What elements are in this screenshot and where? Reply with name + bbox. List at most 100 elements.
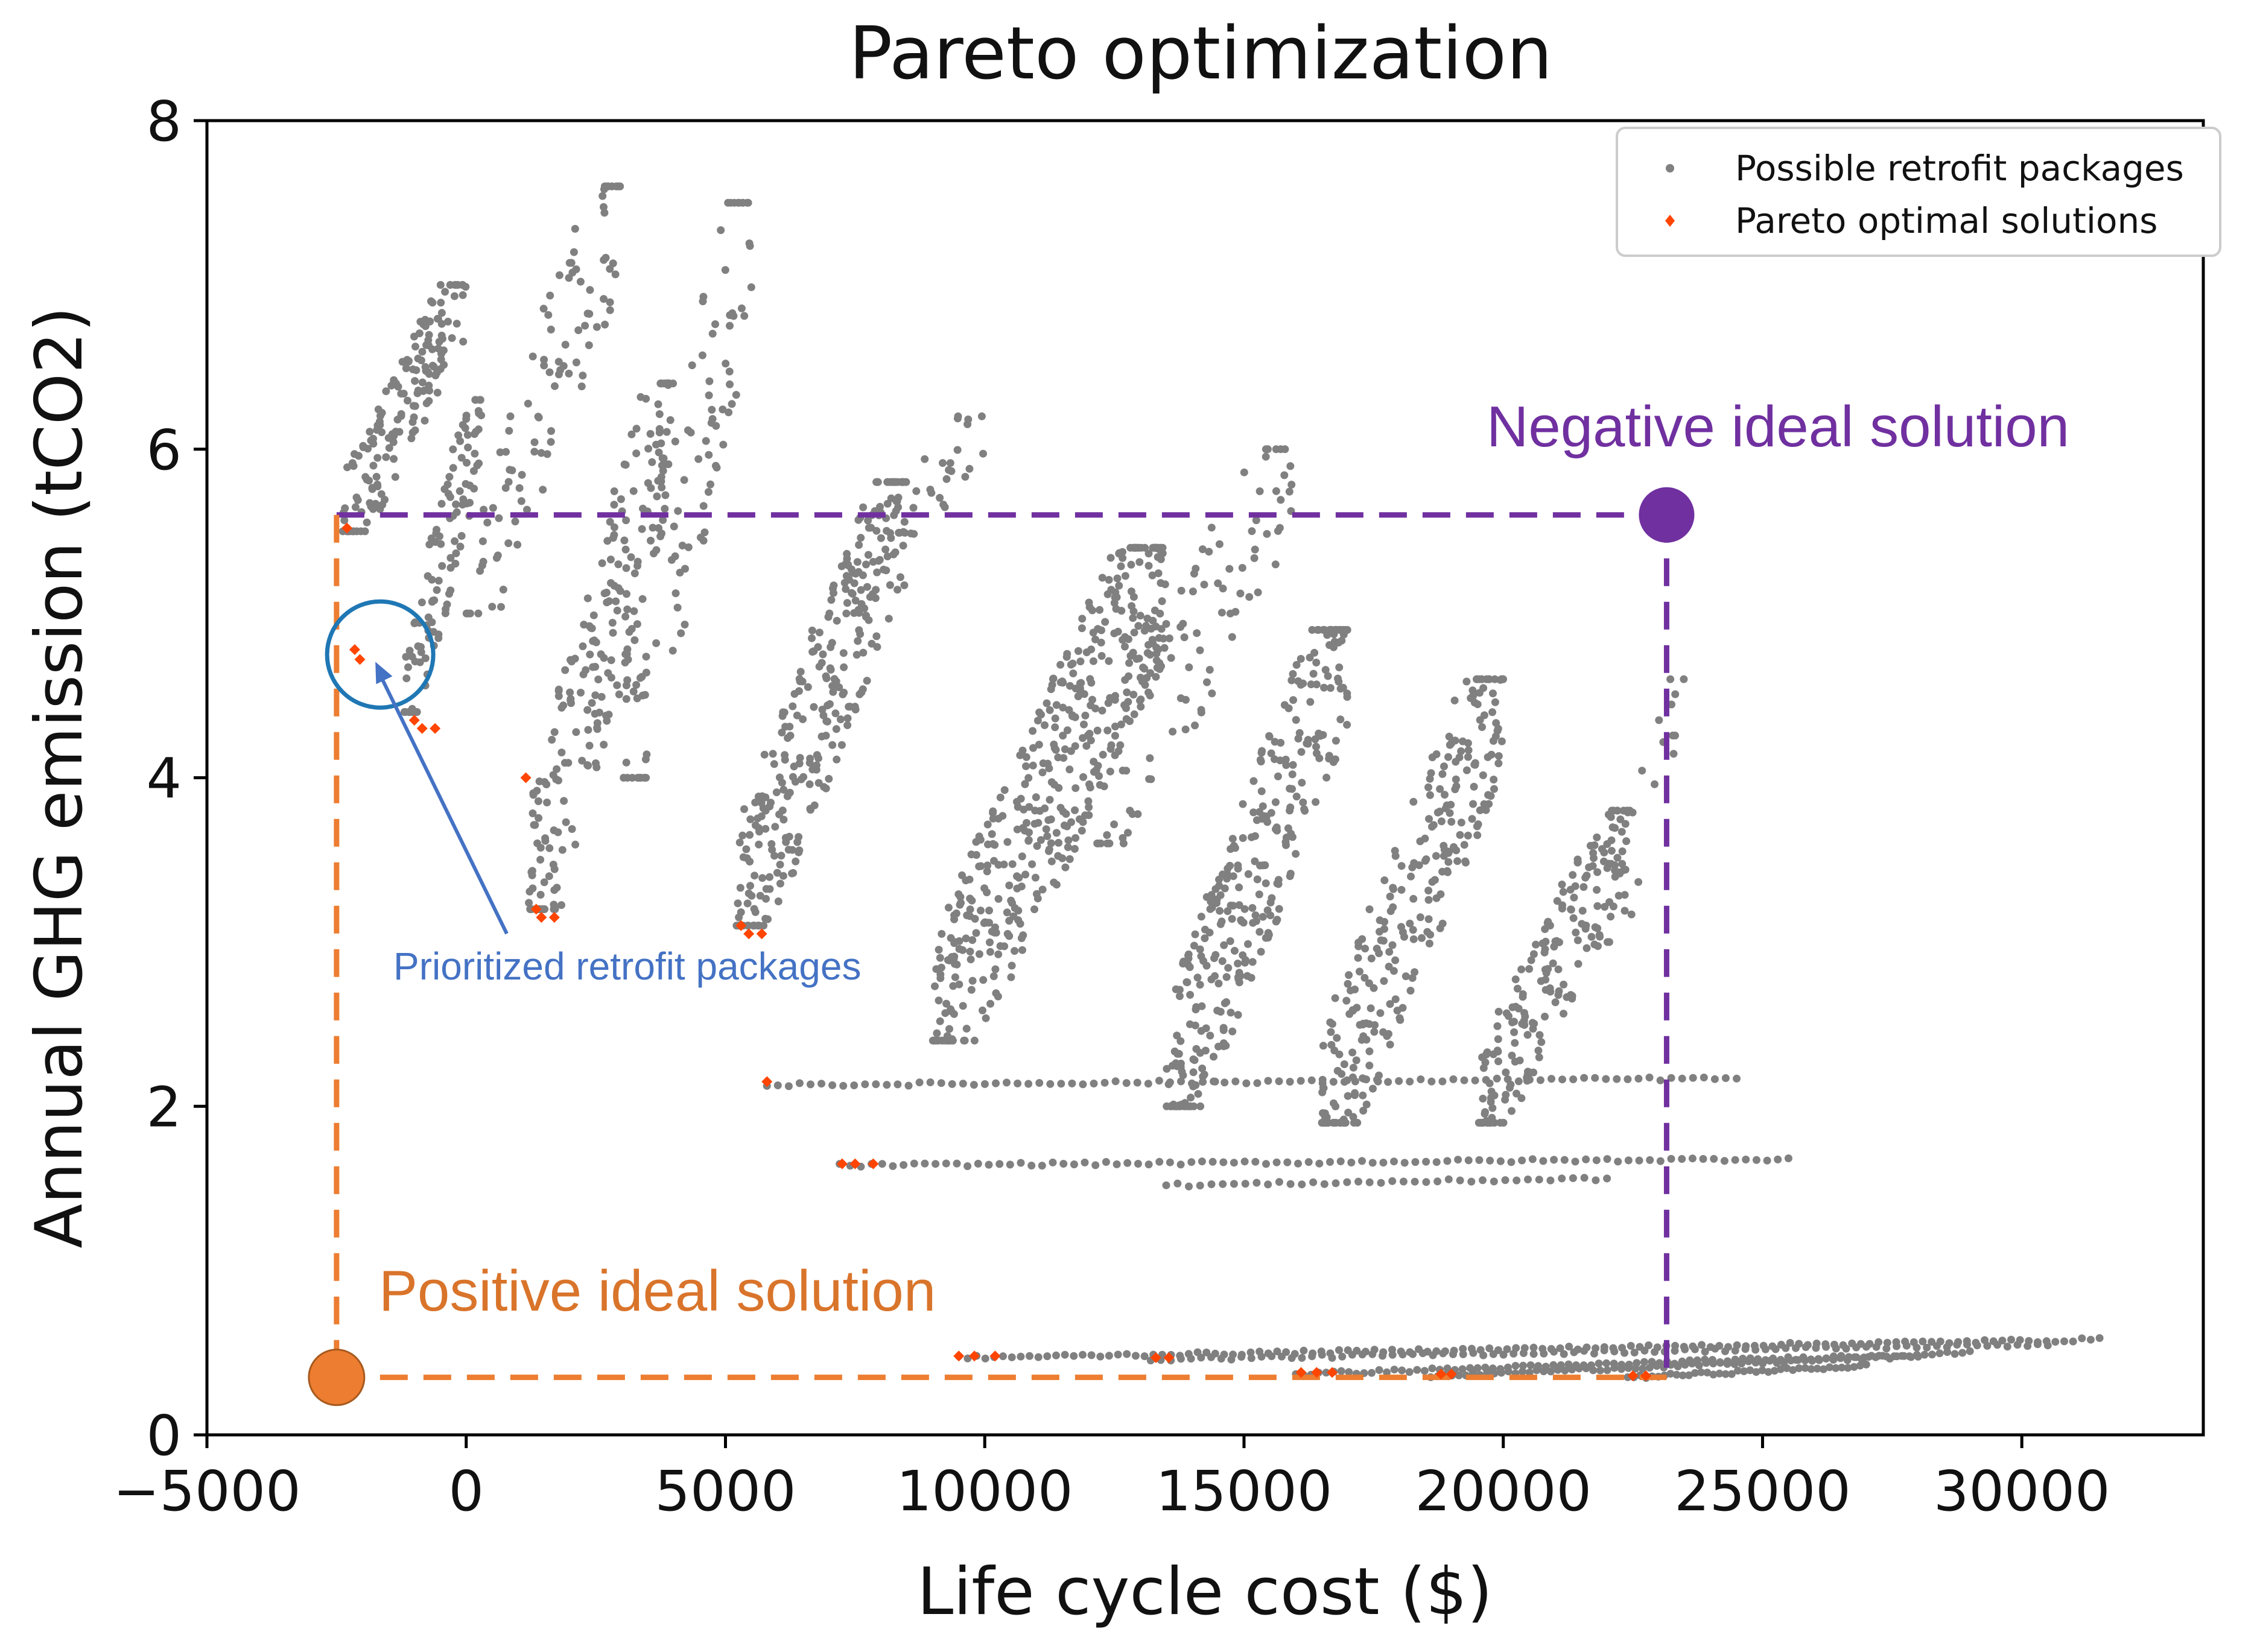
possible-point — [579, 372, 587, 380]
possible-point — [1634, 878, 1643, 886]
possible-point — [1651, 1348, 1659, 1356]
possible-point — [830, 675, 839, 683]
possible-point — [1457, 747, 1465, 755]
possible-point — [936, 954, 944, 962]
possible-point — [560, 797, 568, 805]
possible-point — [574, 326, 583, 334]
possible-point — [425, 341, 433, 350]
possible-point — [1238, 564, 1246, 572]
possible-point — [411, 402, 419, 410]
possible-point — [1335, 1346, 1343, 1354]
possible-point — [1224, 864, 1232, 873]
possible-point — [1605, 898, 1614, 907]
possible-point — [1266, 898, 1275, 907]
possible-point — [589, 637, 597, 645]
possible-point — [921, 455, 929, 463]
possible-point — [1379, 1159, 1388, 1167]
possible-point — [1444, 868, 1452, 876]
possible-point — [1326, 1018, 1335, 1027]
possible-point — [837, 741, 846, 749]
possible-point — [537, 449, 545, 457]
possible-point — [1274, 772, 1282, 780]
possible-point — [603, 537, 612, 545]
possible-point — [1751, 1346, 1760, 1354]
possible-point — [989, 972, 998, 981]
possible-point — [1300, 1346, 1308, 1355]
possible-point — [1035, 1079, 1044, 1087]
possible-point — [1131, 1352, 1140, 1360]
possible-point — [597, 650, 605, 659]
possible-point — [797, 775, 805, 783]
possible-point — [1235, 901, 1243, 910]
possible-point — [1026, 1352, 1033, 1360]
possible-point — [1499, 1119, 1508, 1127]
possible-point — [620, 460, 629, 469]
possible-point — [1501, 1095, 1509, 1104]
possible-point — [1230, 1180, 1238, 1188]
possible-point — [853, 558, 862, 566]
possible-point — [1483, 1368, 1491, 1376]
possible-point — [756, 891, 764, 900]
possible-point — [614, 560, 623, 569]
possible-point — [1333, 1066, 1342, 1075]
possible-point — [1318, 1075, 1327, 1084]
possible-point — [1601, 903, 1609, 911]
possible-point — [850, 1081, 859, 1089]
possible-point — [1068, 659, 1077, 668]
possible-point — [963, 911, 971, 920]
possible-point — [950, 938, 959, 946]
possible-point — [1298, 1353, 1306, 1362]
possible-point — [450, 292, 459, 300]
possible-point — [1540, 1349, 1548, 1358]
possible-point — [623, 605, 632, 613]
possible-point — [1124, 829, 1132, 837]
possible-point — [1963, 1340, 1971, 1349]
possible-point — [1145, 775, 1154, 783]
possible-point — [894, 586, 901, 594]
possible-point — [887, 534, 895, 542]
possible-point — [1271, 560, 1280, 569]
possible-point — [1789, 1366, 1797, 1374]
possible-point — [1486, 1156, 1494, 1165]
possible-point — [1169, 727, 1177, 736]
possible-point — [1079, 1080, 1087, 1089]
possible-point — [654, 400, 662, 408]
possible-point — [1452, 775, 1460, 783]
possible-point — [1071, 784, 1080, 793]
possible-point — [1198, 1002, 1206, 1010]
possible-point — [1113, 574, 1122, 583]
possible-point — [527, 905, 535, 913]
possible-point — [1808, 1356, 1817, 1365]
possible-point — [1255, 890, 1263, 899]
possible-point — [1191, 1021, 1199, 1030]
possible-point — [1297, 1077, 1305, 1085]
possible-point — [1003, 838, 1012, 846]
possible-point — [1449, 1075, 1458, 1083]
possible-point — [915, 1078, 924, 1087]
possible-point — [1169, 1100, 1178, 1109]
possible-point — [1024, 774, 1033, 782]
possible-point — [891, 548, 900, 557]
possible-point — [628, 774, 636, 782]
possible-point — [373, 421, 382, 429]
possible-point — [1234, 1011, 1242, 1019]
possible-point — [1733, 1074, 1741, 1083]
possible-point — [535, 777, 544, 785]
possible-point — [1162, 1181, 1170, 1189]
pareto-point — [354, 654, 366, 665]
possible-point — [998, 812, 1007, 820]
possible-point — [778, 806, 787, 815]
possible-point — [613, 182, 621, 191]
possible-point — [561, 341, 570, 349]
possible-point — [796, 668, 805, 676]
possible-point — [403, 356, 411, 364]
possible-point — [1549, 959, 1557, 967]
possible-point — [806, 806, 814, 814]
possible-point — [1691, 1369, 1699, 1377]
possible-point — [1603, 1174, 1611, 1183]
possible-point — [621, 612, 630, 621]
possible-point — [1656, 1157, 1665, 1165]
pareto-point — [1640, 1370, 1652, 1381]
possible-point — [369, 434, 377, 443]
possible-point — [1024, 837, 1033, 845]
